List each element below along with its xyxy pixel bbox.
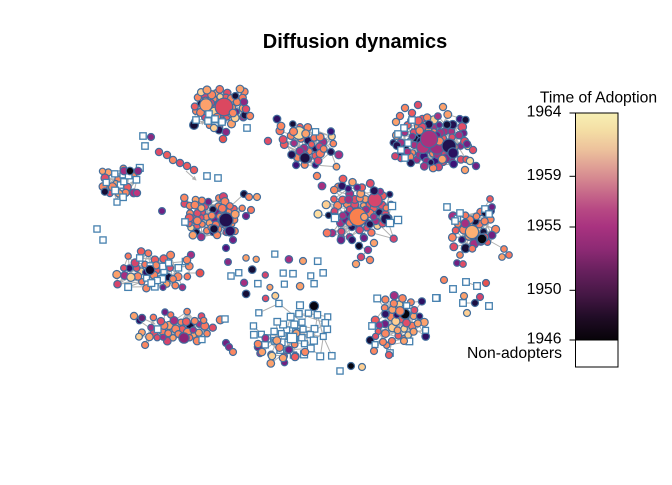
svg-text:1964: 1964 xyxy=(527,104,562,121)
svg-text:Diffusion dynamics: Diffusion dynamics xyxy=(263,31,447,53)
svg-text:1955: 1955 xyxy=(527,218,562,235)
svg-text:1959: 1959 xyxy=(527,167,562,184)
svg-text:Non-adopters: Non-adopters xyxy=(467,345,562,362)
svg-text:1950: 1950 xyxy=(527,281,562,298)
